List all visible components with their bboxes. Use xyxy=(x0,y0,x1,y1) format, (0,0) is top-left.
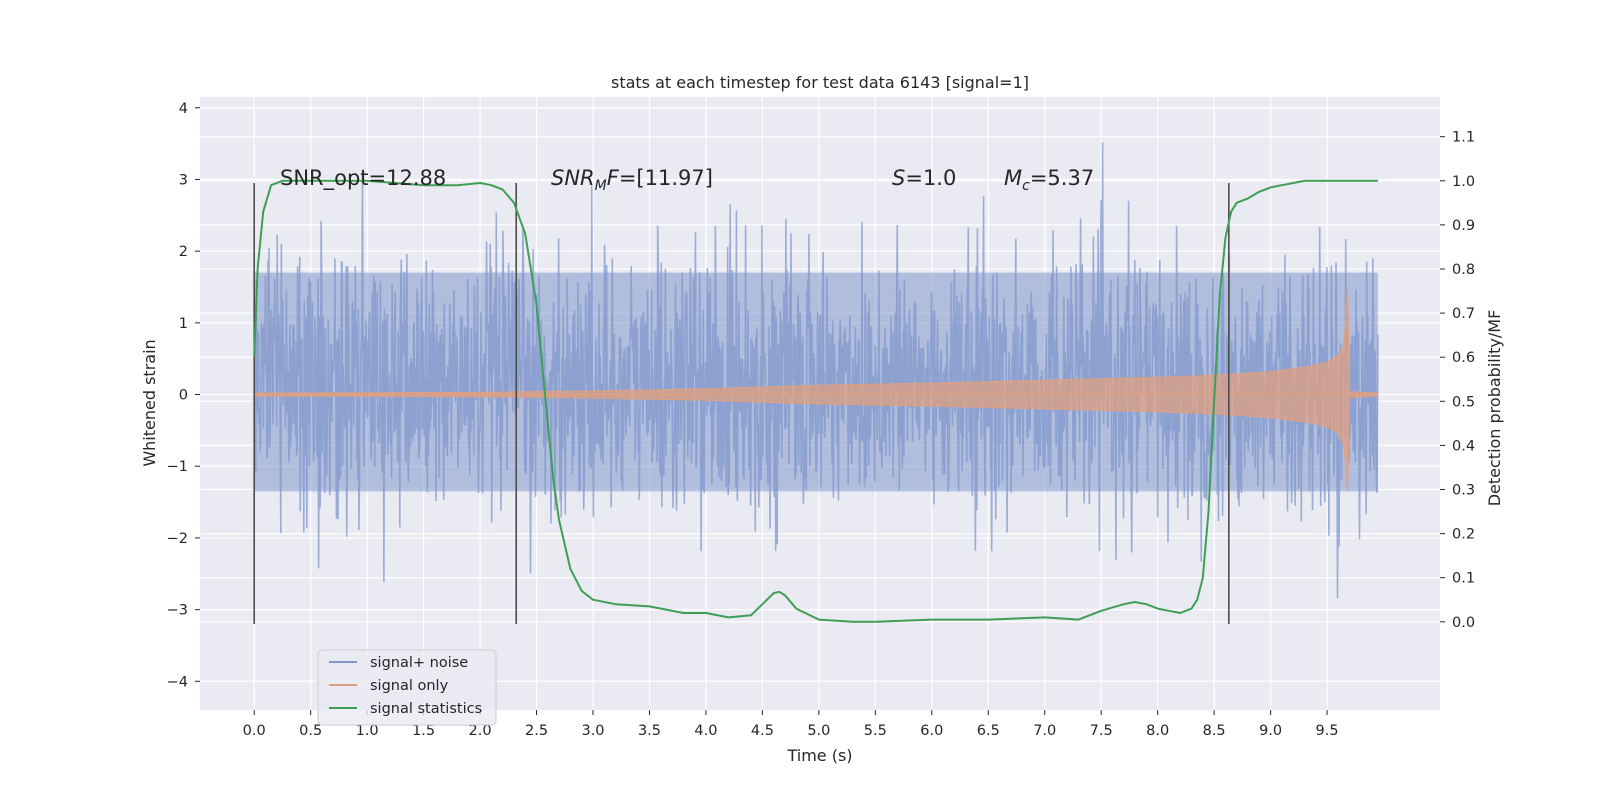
y-tick-label-0: 4 xyxy=(179,101,188,117)
y-tick-label-4: 0 xyxy=(179,388,188,404)
y-tick-label-1: 3 xyxy=(179,172,188,188)
y-right-tick-label-8: 0.3 xyxy=(1452,482,1475,498)
y-right-tick-label-5: 0.6 xyxy=(1452,350,1475,366)
x-tick-label-16: 8.0 xyxy=(1146,723,1169,739)
x-axis-label: Time (s) xyxy=(786,746,852,765)
signal-statistics-line xyxy=(253,179,1378,623)
y-tick-label-6: −2 xyxy=(167,531,188,547)
y-right-tick-label-4: 0.7 xyxy=(1452,306,1475,322)
x-tick-label-10: 5.0 xyxy=(807,723,830,739)
x-tick-label-1: 0.5 xyxy=(299,723,322,739)
chart-title: stats at each timestep for test data 614… xyxy=(611,73,1029,92)
y-right-tick-label-0: 1.1 xyxy=(1452,130,1475,146)
y-right-tick-label-7: 0.4 xyxy=(1452,438,1475,454)
annotation-s: S=1.0 xyxy=(892,166,956,190)
y-right-tick-label-11: 0.0 xyxy=(1452,615,1475,631)
y-right-tick-label-3: 0.8 xyxy=(1452,262,1475,278)
x-tick-label-11: 5.5 xyxy=(864,723,887,739)
legend-label-signal-only: signal only xyxy=(370,678,449,694)
y-tick-label-3: 1 xyxy=(179,316,188,332)
x-tick-label-14: 7.0 xyxy=(1033,723,1056,739)
x-tick-label-19: 9.5 xyxy=(1316,723,1339,739)
y-right-axis-label: Detection probability/MF xyxy=(1485,310,1504,507)
x-tick-label-0: 0.0 xyxy=(243,723,266,739)
annotation-snr-opt: SNR_opt=12.88 xyxy=(280,166,446,191)
legend: signal+ noise signal only signal statist… xyxy=(317,649,497,726)
y-tick-label-5: −1 xyxy=(167,459,188,475)
x-tick-label-12: 6.0 xyxy=(920,723,943,739)
annotation-mc: Mc=5.37 xyxy=(1004,166,1094,194)
x-tick-label-15: 7.5 xyxy=(1090,723,1113,739)
x-tick-label-4: 2.0 xyxy=(469,723,492,739)
y-right-tick-label-1: 1.0 xyxy=(1452,174,1475,190)
y-right-tick-label-2: 0.9 xyxy=(1452,218,1475,234)
y-right-tick-label-6: 0.5 xyxy=(1452,394,1475,410)
axis-ticks: 0.0 0.5 1.0 1.5 2.0 2.5 3.0 3.5 4.0 4.5 5.0 5.5 6.0 6… xyxy=(167,101,1475,739)
x-tick-label-13: 6.5 xyxy=(977,723,1000,739)
series-signal-only xyxy=(253,286,1379,492)
x-tick-label-6: 3.0 xyxy=(581,723,604,739)
y-tick-label-8: −4 xyxy=(167,674,188,690)
x-tick-label-7: 3.5 xyxy=(638,723,661,739)
legend-label-signal-noise: signal+ noise xyxy=(370,655,468,671)
x-tick-label-3: 1.5 xyxy=(412,723,435,739)
annotation-snr-mf: SNRMF=[11.97] xyxy=(551,166,713,194)
y-tick-label-2: 2 xyxy=(179,244,188,260)
y-axis-label: Whitened strain xyxy=(140,339,159,466)
x-tick-label-2: 1.0 xyxy=(356,723,379,739)
x-tick-label-9: 4.5 xyxy=(751,723,774,739)
legend-box xyxy=(317,649,497,726)
x-tick-label-8: 4.0 xyxy=(694,723,717,739)
signal-only-envelope xyxy=(253,286,1379,492)
legend-label-signal-statistics: signal statistics xyxy=(370,701,482,717)
y-right-tick-label-9: 0.2 xyxy=(1452,527,1475,543)
x-tick-label-18: 9.0 xyxy=(1259,723,1282,739)
vertical-markers xyxy=(253,183,1230,624)
y-tick-label-7: −3 xyxy=(167,603,188,619)
y-right-tick-label-10: 0.1 xyxy=(1452,571,1475,587)
x-tick-label-17: 8.5 xyxy=(1203,723,1226,739)
series-signal-statistics xyxy=(253,179,1378,623)
x-tick-label-5: 2.5 xyxy=(525,723,548,739)
